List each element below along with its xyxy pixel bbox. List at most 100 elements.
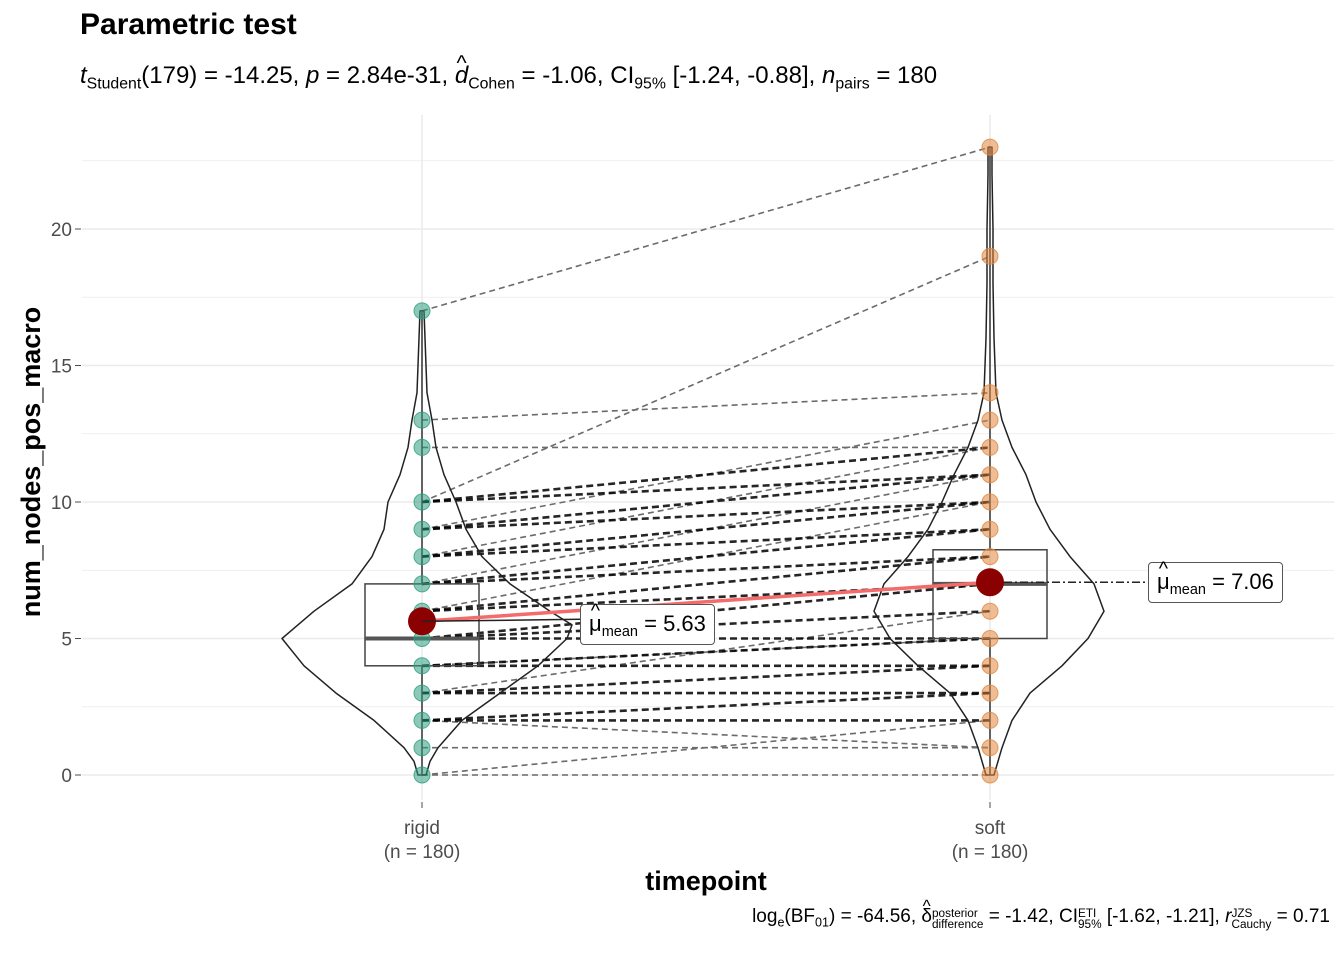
data-point-rigid bbox=[413, 411, 431, 429]
mean-value: = 5.63 bbox=[638, 611, 706, 636]
d-symbol: d bbox=[454, 62, 469, 89]
pair-line bbox=[421, 528, 991, 586]
y-axis-ticks: 0 5 10 15 20 bbox=[51, 220, 81, 787]
d-sub: Cohen bbox=[468, 75, 515, 93]
mean-markers bbox=[408, 568, 1148, 636]
pair-line bbox=[421, 473, 991, 585]
pair-line bbox=[421, 528, 991, 558]
data-point-rigid bbox=[413, 766, 431, 784]
d-value: = -1.06, CI bbox=[514, 62, 635, 89]
delta-scripts: posterior difference bbox=[931, 907, 983, 931]
ci-scripts: ETI 95% bbox=[1077, 907, 1102, 932]
violins bbox=[281, 146, 1105, 776]
y-tick-label: 15 bbox=[51, 357, 72, 378]
r-scripts: JZS Cauchy bbox=[1231, 907, 1271, 931]
data-point-soft bbox=[981, 493, 999, 511]
n-symbol: n bbox=[822, 62, 836, 89]
data-point-soft bbox=[981, 630, 999, 647]
delta-sup: posterior bbox=[931, 907, 978, 921]
mean-label-rigid: ^ μmean = 5.63 bbox=[580, 600, 715, 646]
hat-mark: ^ bbox=[590, 600, 600, 623]
data-point-soft bbox=[981, 520, 999, 538]
hat-mark: ^ bbox=[456, 50, 467, 76]
data-point-soft bbox=[981, 438, 999, 456]
hat-mark-2: ^ bbox=[922, 896, 931, 916]
y-tick-label: 20 bbox=[51, 220, 72, 241]
x-tick-label: soft bbox=[975, 818, 1006, 839]
data-point-rigid bbox=[413, 739, 431, 757]
data-point-soft bbox=[981, 411, 999, 429]
x-tick-n-label: (n = 180) bbox=[384, 842, 461, 863]
data-point-rigid bbox=[413, 548, 431, 566]
pair-line bbox=[421, 392, 991, 421]
r-sup: JZS bbox=[1231, 907, 1253, 921]
mean-connector bbox=[421, 580, 991, 624]
pair-line bbox=[421, 609, 991, 640]
mean-sub: mean bbox=[601, 624, 638, 641]
ci-sub-2: 95% bbox=[1077, 918, 1102, 932]
mu-symbol: ^ μ bbox=[589, 600, 602, 637]
r-value: = 0.71 bbox=[1271, 906, 1330, 927]
mu-symbol: ^ μ bbox=[1157, 558, 1170, 595]
data-point-rigid bbox=[413, 657, 431, 675]
data-point-soft bbox=[981, 466, 999, 484]
data-point-rigid bbox=[413, 302, 431, 320]
y-axis-label: num_nodes_pos_macro bbox=[16, 307, 46, 618]
r-symbol: r bbox=[1225, 906, 1232, 927]
pair-line bbox=[421, 500, 991, 531]
pair-line bbox=[421, 473, 991, 531]
n-sub: pairs bbox=[835, 75, 870, 93]
pair-line bbox=[421, 691, 991, 722]
mu-letter: μ bbox=[1157, 569, 1170, 594]
ci-sup: ETI bbox=[1077, 907, 1097, 921]
violin-rigid bbox=[281, 310, 573, 776]
violin-soft bbox=[873, 146, 1105, 776]
mean-label-soft: ^ μmean = 7.06 bbox=[1148, 558, 1283, 604]
mean-point-soft bbox=[976, 568, 1004, 597]
t-symbol: t bbox=[80, 62, 87, 89]
pair-line bbox=[421, 664, 991, 695]
chart-caption: loge(BF01) = -64.56, ^ δposterior differen… bbox=[752, 897, 1330, 932]
data-points bbox=[413, 138, 999, 784]
bf-sub: 01 bbox=[815, 915, 829, 930]
data-point-rigid bbox=[413, 711, 431, 729]
data-point-rigid bbox=[413, 493, 431, 511]
data-point-soft bbox=[981, 247, 999, 265]
ci-value-2: [-1.62, -1.21], bbox=[1101, 906, 1226, 927]
chart-title: Parametric test bbox=[80, 8, 297, 41]
p-value: = 2.84e-31, bbox=[319, 62, 455, 89]
t-sub: Student bbox=[86, 75, 142, 93]
pair-line bbox=[421, 610, 991, 694]
delta-symbol: δ bbox=[921, 906, 932, 927]
x-tick-n-label: (n = 180) bbox=[952, 842, 1029, 863]
x-tick-label: rigid bbox=[404, 818, 440, 839]
data-point-soft bbox=[981, 138, 999, 156]
hat-mark: ^ bbox=[1158, 558, 1168, 581]
data-point-rigid bbox=[413, 438, 431, 456]
delta-symbol-wrap: ^ δ bbox=[921, 897, 932, 928]
y-tick-label: 0 bbox=[61, 766, 72, 787]
mean-sub: mean bbox=[1169, 582, 1206, 599]
pair-line bbox=[421, 719, 991, 749]
paired-lines bbox=[421, 146, 991, 776]
data-point-rigid bbox=[413, 520, 431, 538]
data-point-soft bbox=[981, 739, 999, 757]
pair-line bbox=[421, 500, 991, 558]
grid-lines bbox=[82, 115, 1334, 800]
pair-line bbox=[421, 419, 991, 531]
bf-prefix: log bbox=[752, 906, 778, 927]
data-point-soft bbox=[981, 684, 999, 702]
t-value: = -14.25, bbox=[197, 62, 307, 89]
y-tick-label: 10 bbox=[51, 493, 72, 514]
n-value: = 180 bbox=[869, 62, 938, 89]
mean-value: = 7.06 bbox=[1206, 569, 1274, 594]
data-point-soft bbox=[981, 384, 999, 402]
bf-mid: (BF bbox=[784, 906, 816, 927]
pair-line bbox=[421, 146, 991, 312]
pair-line bbox=[421, 446, 991, 558]
pair-line bbox=[421, 501, 991, 612]
mu-letter: μ bbox=[589, 611, 602, 636]
pair-line bbox=[421, 582, 991, 640]
x-axis-label: timepoint bbox=[645, 866, 767, 896]
